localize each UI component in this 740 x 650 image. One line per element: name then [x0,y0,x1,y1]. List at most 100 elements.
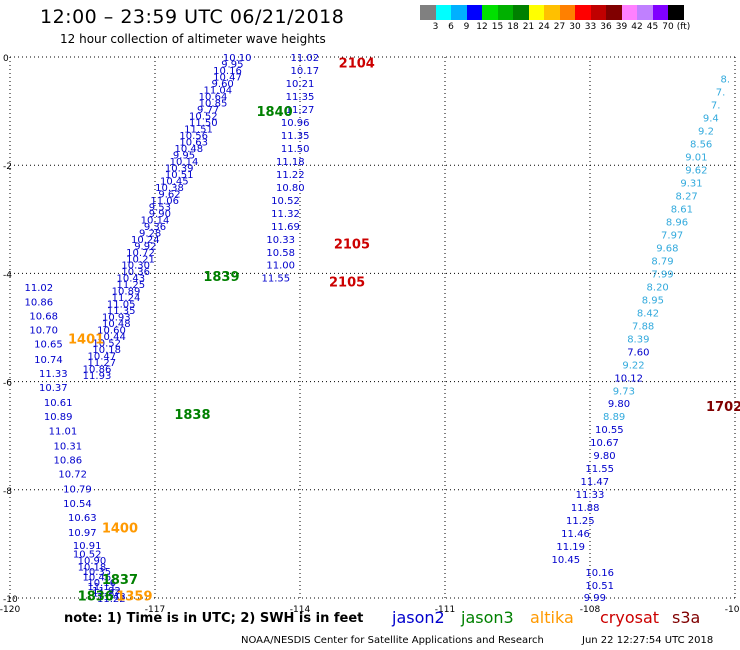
legend-swatch [621,5,637,20]
swh-value: 11.69 [271,222,300,233]
pass-time-label: 1840 [257,105,293,120]
legend-label: 45 [646,22,659,32]
swh-value: 11.06 [150,196,179,207]
legend-jason3: jason3 [461,608,514,627]
swh-value: 10.74 [34,355,63,366]
legend-swatch [575,5,591,20]
generated-timestamp: Jun 22 12:27:54 UTC 2018 [582,635,714,646]
swh-value: 10.48 [175,144,204,155]
swh-value: 11.19 [556,542,585,553]
swh-value: 10.33 [266,235,295,246]
swh-value: 10.46 [83,572,112,583]
swh-value: 7. [716,88,726,99]
swh-value: 10.89 [112,287,141,298]
lat-tick-label: -8 [3,487,12,497]
swh-value: 11.04 [204,85,233,96]
swh-value: 11.02 [291,53,320,64]
swh-value: 10.72 [58,470,87,481]
legend-label: 12 [476,22,488,32]
legend-label: 15 [491,22,504,32]
swh-value: 9.36 [144,222,166,233]
swh-value: 11.00 [266,261,295,272]
swh-value: 10.45 [552,555,581,566]
legend-swatch [652,5,668,20]
swh-value: 7.60 [627,347,649,358]
swh-value: 11.35 [286,92,315,103]
swh-value: 11.27 [286,105,315,116]
swh-value: 10.93 [102,313,131,324]
legend-label: 27 [553,22,566,32]
swh-value: 10.16 [213,66,242,77]
swh-value: 10.65 [34,340,63,351]
swh-value: 9.2 [698,127,714,138]
legend-label: 21 [522,22,535,32]
legend-label: 3 [432,22,439,32]
swh-value: 10.47 [213,72,242,83]
swh-value: 8.89 [603,412,625,423]
swh-value: 7. [711,101,721,112]
swh-value: 11.35 [281,131,310,142]
swh-value: 10.79 [63,485,92,496]
lon-tick-label: -108 [580,605,601,615]
legend-cryosat: cryosat [600,608,660,627]
lat-tick-label: -10 [3,595,18,605]
map-grid [9,56,736,599]
lon-tick-label: -114 [290,605,311,615]
swh-value: 10.39 [165,163,194,174]
legend-swatch [435,5,451,20]
legend-label: 42 [631,22,643,32]
legend-swatch [668,5,684,20]
swh-value: 10.48 [102,319,131,330]
swh-value: 10.86 [83,365,112,376]
legend-swatch [559,5,575,20]
swh-value: 7.97 [661,230,683,241]
pass-time-label: 1837 [102,573,138,588]
swh-value: 11.35 [107,306,136,317]
lat-tick-label: -4 [3,270,12,280]
swh-value: 9.95 [221,59,243,70]
legend-swatch [590,5,606,20]
swh-value: 10.14 [141,215,170,226]
lon-tick-label: -120 [0,605,20,615]
lon-tick-label: -117 [145,605,165,615]
swh-value: 10.72 [126,248,155,259]
swh-value: 9.80 [608,399,630,410]
swh-value: 10.80 [276,183,305,194]
swh-value: 10.56 [179,131,208,142]
swh-value: 9.60 [212,79,234,90]
swh-value: 10.36 [121,267,150,278]
swh-value: 10.16 [87,578,116,589]
swh-value: 10.60 [97,326,126,337]
swh-value: 11.32 [271,209,300,220]
swh-value: 8.61 [671,204,693,215]
swh-value: 9.90 [149,209,171,220]
swh-value: 10.21 [286,79,315,90]
legend-label: 6 [448,22,454,32]
swh-value: 10.67 [590,438,619,449]
swh-value: 11.22 [276,170,305,181]
swh-value: 11.05 [107,300,136,311]
legend-label: (ft) [676,22,691,32]
swh-value: 9.28 [139,228,161,239]
pass-time-label: 1836 [78,589,114,604]
swh-value: 8.27 [676,191,698,202]
lon-tick-label: -105 [725,605,740,615]
legend-label: 33 [584,22,597,32]
swh-value: 11.50 [281,144,310,155]
swh-value: 9.01 [685,153,707,164]
pass-time-label: 2104 [339,56,375,71]
swh-value: 9.77 [197,105,219,116]
swh-value: 10.38 [155,183,184,194]
legend-label: 39 [615,22,628,32]
legend-label: 9 [463,22,470,32]
swh-value: 11.47 [581,477,610,488]
swh-value: 10.51 [165,170,194,181]
swh-value: 11.50 [189,118,218,129]
swh-value: 11.33 [576,490,605,501]
swh-value: 11.11 [87,582,116,593]
swh-value: 10.43 [117,274,146,285]
footer-note: note: 1) Time is in UTC; 2) SWH is in fe… [64,611,364,626]
pass-time-label: 1702 [706,400,740,415]
swh-value: 10.44 [97,332,126,343]
swh-value: 10.35 [83,567,112,578]
